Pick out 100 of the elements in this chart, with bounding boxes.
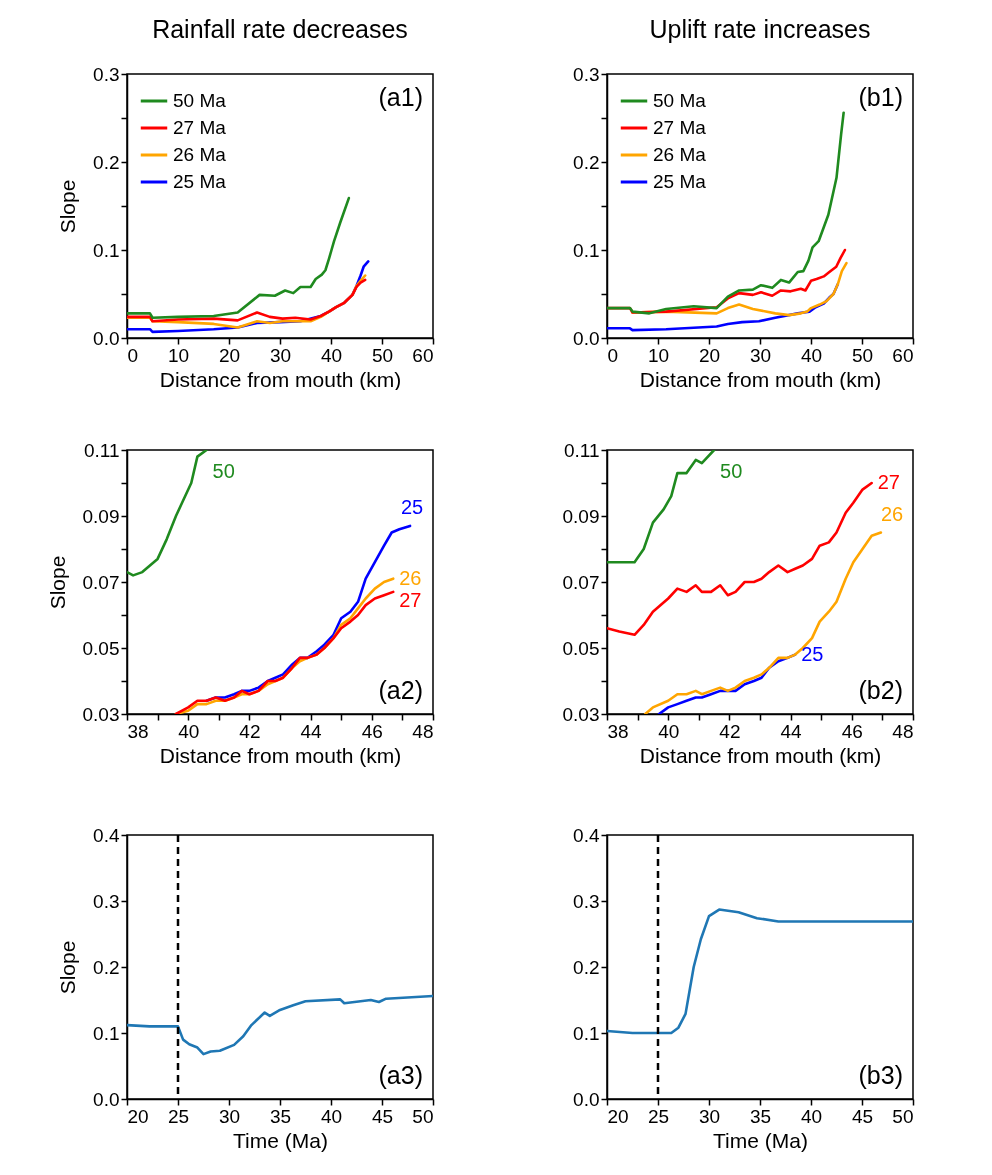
legend-label: 27 Ma xyxy=(173,117,227,138)
x-tick-label: 48 xyxy=(892,720,914,742)
legend-label: 50 Ma xyxy=(173,90,227,111)
y-tick-label: 0.3 xyxy=(93,890,120,912)
x-tick-label: 20 xyxy=(698,344,721,366)
x-tick-label: 25 xyxy=(647,1105,670,1127)
x-tick-label: 40 xyxy=(658,720,680,742)
series-label: 26 xyxy=(881,502,904,525)
x-tick-label: 40 xyxy=(178,720,200,742)
y-tick-label: 0.4 xyxy=(573,824,600,846)
y-tick-label: 0.4 xyxy=(93,824,120,846)
legend-label: 26 Ma xyxy=(173,144,227,165)
series-label: 26 xyxy=(399,566,422,589)
y-tick-label: 0.03 xyxy=(562,703,600,725)
x-tick-label: 40 xyxy=(320,344,343,366)
x-tick-label: 40 xyxy=(800,1105,823,1127)
x-tick-label: 50 xyxy=(851,344,874,366)
x-tick-label: 20 xyxy=(218,344,241,366)
x-tick-label: 25 xyxy=(167,1105,190,1127)
y-tick-label: 0.03 xyxy=(82,703,120,725)
x-tick-label: 44 xyxy=(300,720,323,742)
x-tick-label: 50 xyxy=(892,1105,914,1127)
legend-label: 26 Ma xyxy=(653,144,707,165)
annotation: (a2) xyxy=(378,676,423,704)
series-label: 50 xyxy=(212,460,235,482)
y-tick-label: 0.0 xyxy=(573,327,600,349)
y-tick-label: 0.1 xyxy=(93,239,120,261)
x-tick-label: 60 xyxy=(412,344,434,366)
y-axis-title: Slope xyxy=(56,940,80,995)
y-tick-label: 0.3 xyxy=(573,63,600,85)
x-tick-label: 45 xyxy=(851,1105,874,1127)
annotation: (a1) xyxy=(378,83,423,111)
x-axis-title: Distance from mouth (km) xyxy=(159,743,402,767)
y-tick-label: 0.0 xyxy=(93,1088,120,1110)
y-axis-title: Slope xyxy=(45,555,69,610)
x-tick-label: 0 xyxy=(127,344,139,366)
y-tick-label: 0.2 xyxy=(93,956,120,978)
series-label: 25 xyxy=(401,495,424,518)
annotation: (b1) xyxy=(858,83,903,111)
x-axis-title: Time (Ma) xyxy=(233,1128,328,1152)
x-tick-label: 40 xyxy=(320,1105,343,1127)
x-tick-label: 38 xyxy=(607,720,629,742)
series-label: 27 xyxy=(877,471,900,493)
x-tick-label: 30 xyxy=(269,344,292,366)
legend-label: 25 Ma xyxy=(653,171,707,192)
y-tick-label: 0.05 xyxy=(82,637,120,659)
y-tick-label: 0.2 xyxy=(573,151,600,173)
legend-label: 25 Ma xyxy=(173,171,227,192)
legend-label: 27 Ma xyxy=(653,117,707,138)
x-tick-label: 45 xyxy=(371,1105,394,1127)
x-tick-label: 50 xyxy=(412,1105,434,1127)
y-axis-title: Slope xyxy=(56,179,80,234)
x-tick-label: 35 xyxy=(749,1105,772,1127)
x-axis-title: Distance from mouth (km) xyxy=(639,743,882,767)
y-tick-label: 0.1 xyxy=(573,1022,600,1044)
y-tick-label: 0.3 xyxy=(93,63,120,85)
y-tick-label: 0.11 xyxy=(83,439,120,461)
series-label: 25 xyxy=(801,642,824,665)
y-tick-label: 0.1 xyxy=(93,1022,120,1044)
x-tick-label: 60 xyxy=(892,344,914,366)
x-axis-title: Distance from mouth (km) xyxy=(159,367,402,391)
chart-title: Rainfall rate decreases xyxy=(152,15,408,43)
x-tick-label: 50 xyxy=(371,344,394,366)
chart-title: Uplift rate increases xyxy=(649,15,871,43)
y-tick-label: 0.09 xyxy=(562,505,600,527)
annotation: (b3) xyxy=(858,1061,903,1089)
x-tick-label: 10 xyxy=(647,344,670,366)
y-tick-label: 0.11 xyxy=(563,439,600,461)
x-tick-label: 46 xyxy=(361,720,383,742)
x-tick-label: 30 xyxy=(698,1105,721,1127)
x-axis-title: Time (Ma) xyxy=(713,1128,808,1152)
series-label: 50 xyxy=(720,460,743,482)
series-label: 27 xyxy=(399,588,422,611)
x-tick-label: 42 xyxy=(239,720,261,742)
x-tick-label: 48 xyxy=(412,720,434,742)
x-tick-label: 30 xyxy=(749,344,772,366)
y-tick-label: 0.07 xyxy=(82,571,120,593)
x-tick-label: 46 xyxy=(841,720,863,742)
y-tick-label: 0.2 xyxy=(93,151,120,173)
x-tick-label: 42 xyxy=(719,720,741,742)
x-tick-label: 40 xyxy=(800,344,823,366)
x-tick-label: 30 xyxy=(218,1105,241,1127)
legend-label: 50 Ma xyxy=(653,90,707,111)
annotation: (b2) xyxy=(858,676,903,704)
y-tick-label: 0.3 xyxy=(573,890,600,912)
x-tick-label: 44 xyxy=(780,720,803,742)
x-tick-label: 0 xyxy=(607,344,619,366)
y-tick-label: 0.07 xyxy=(562,571,600,593)
x-tick-label: 35 xyxy=(269,1105,292,1127)
x-tick-label: 20 xyxy=(607,1105,629,1127)
x-tick-label: 10 xyxy=(167,344,190,366)
y-tick-label: 0.1 xyxy=(573,239,600,261)
y-tick-label: 0.05 xyxy=(562,637,600,659)
x-axis-title: Distance from mouth (km) xyxy=(639,367,882,391)
y-tick-label: 0.0 xyxy=(93,327,120,349)
y-tick-label: 0.2 xyxy=(573,956,600,978)
annotation: (a3) xyxy=(378,1061,423,1089)
y-tick-label: 0.09 xyxy=(82,505,120,527)
x-tick-label: 20 xyxy=(127,1105,149,1127)
y-tick-label: 0.0 xyxy=(573,1088,600,1110)
